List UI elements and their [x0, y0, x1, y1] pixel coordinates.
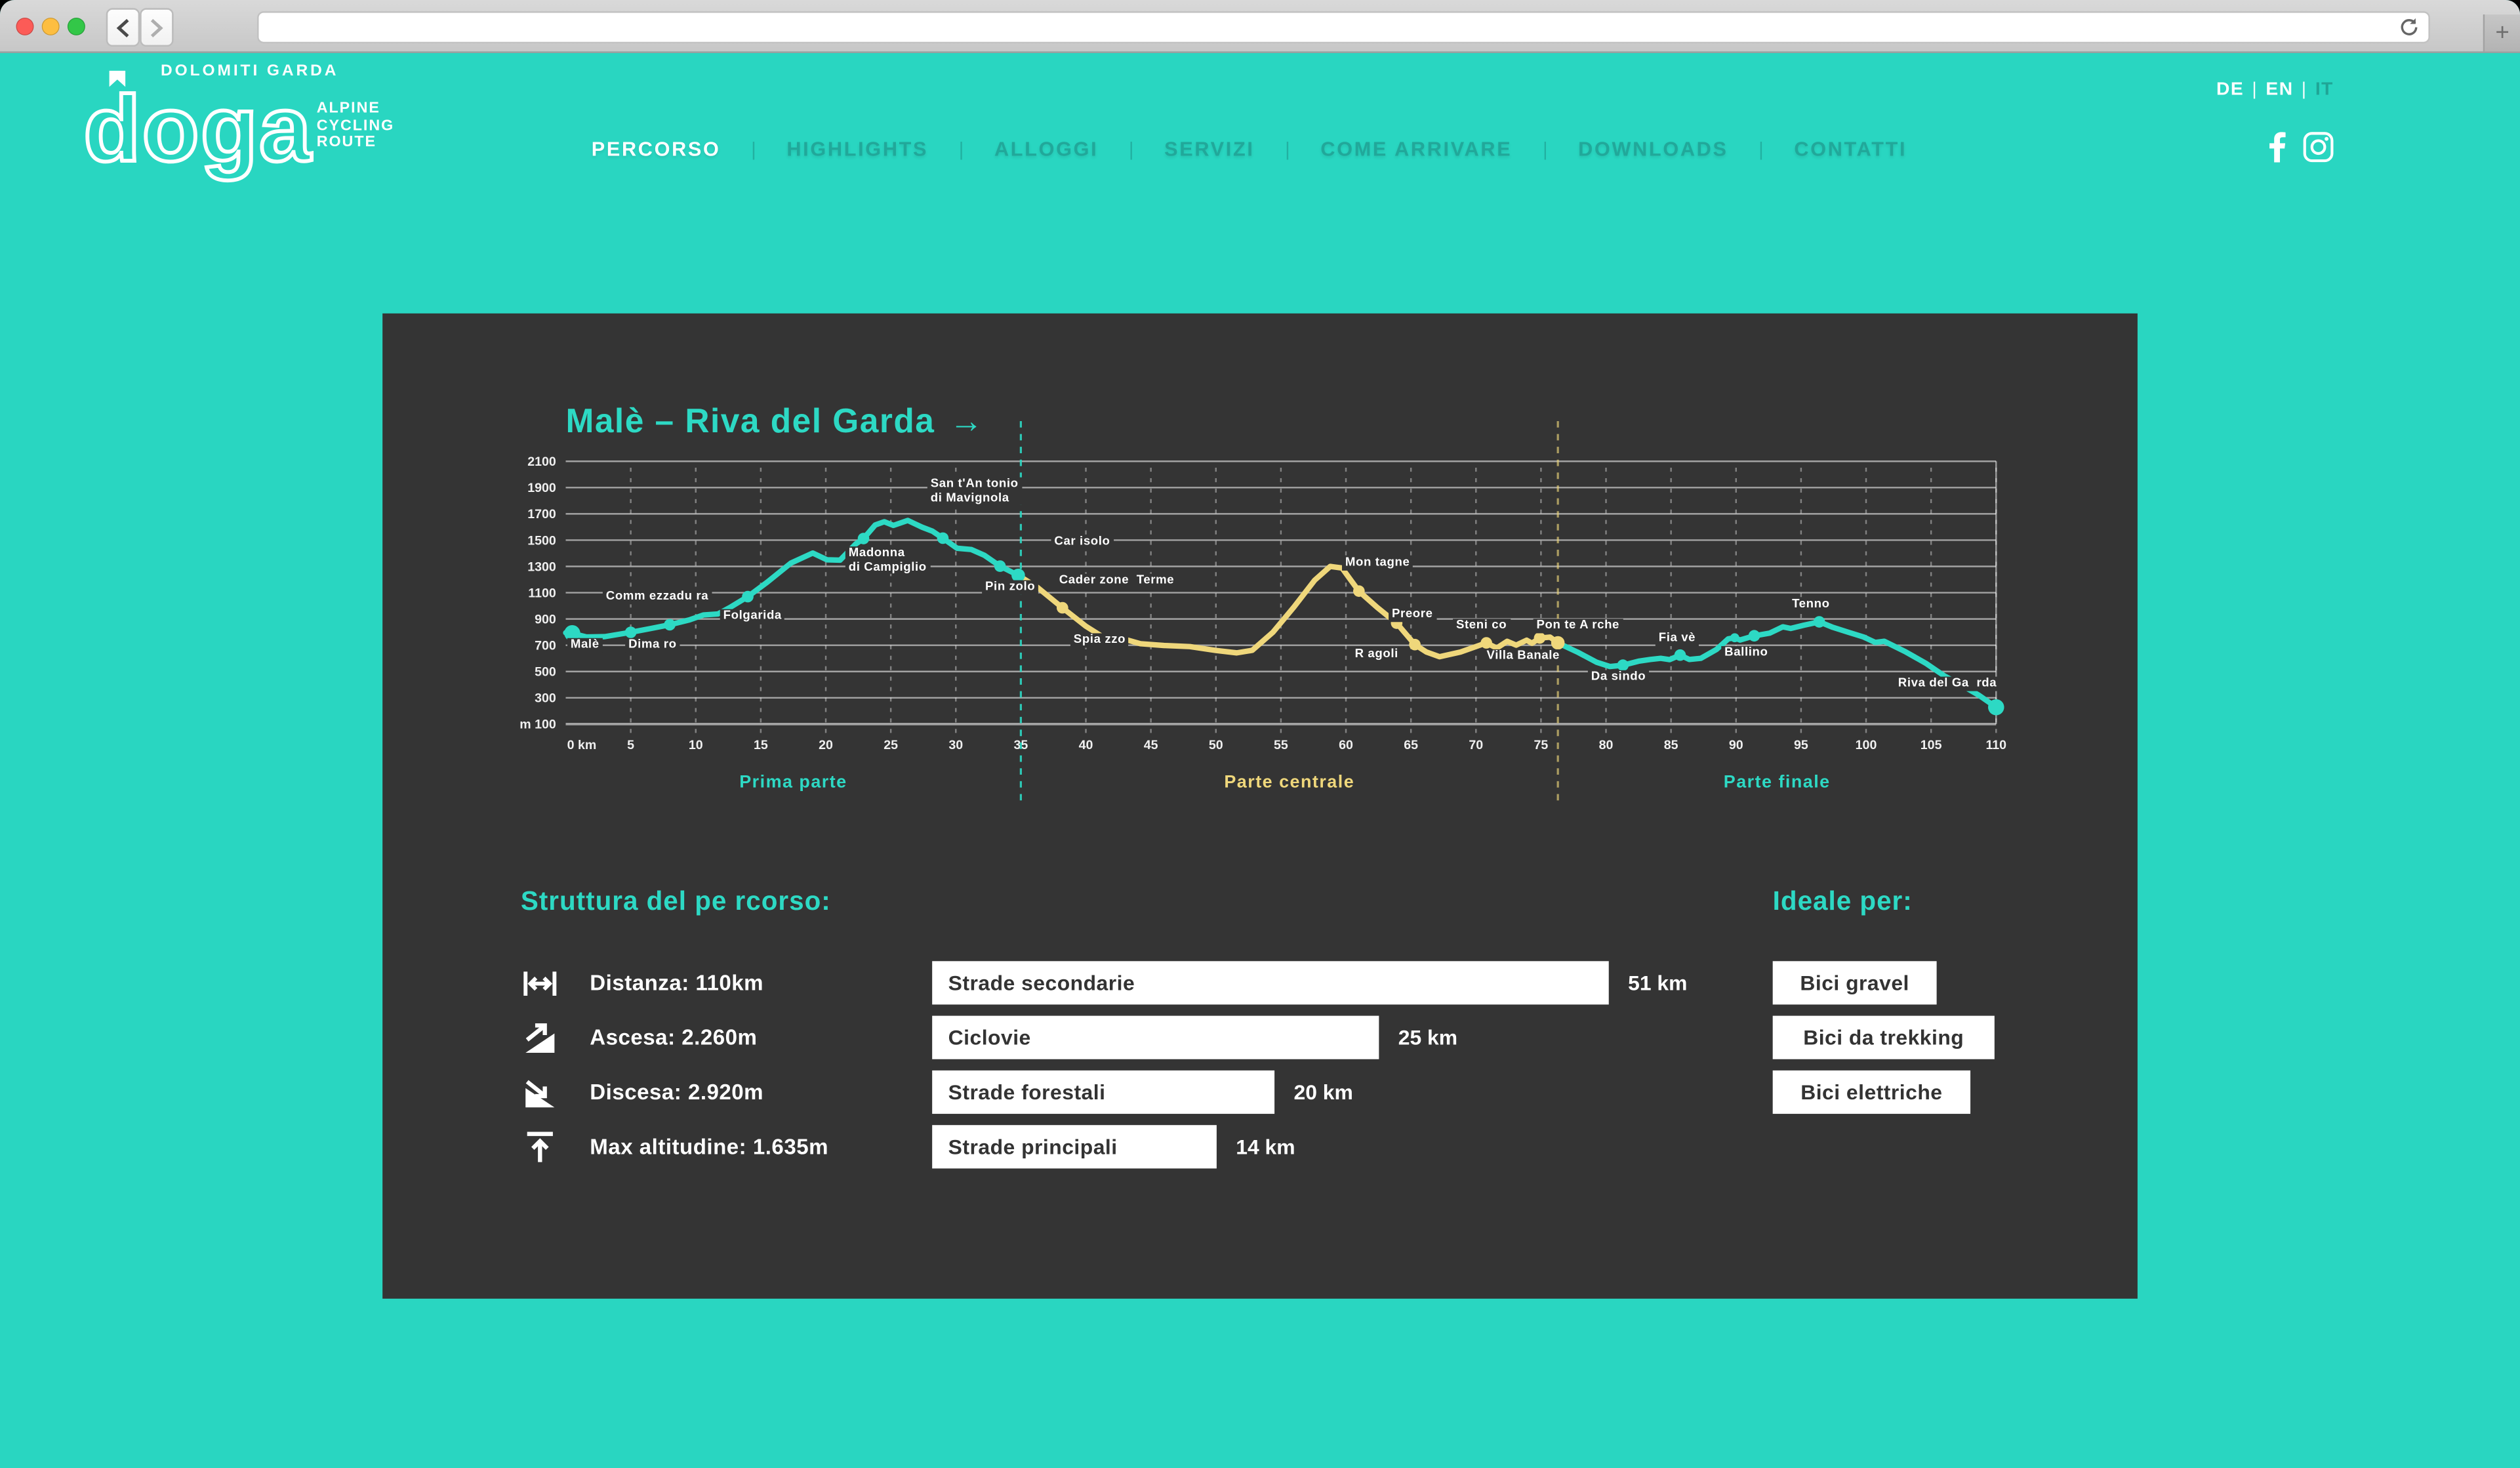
bike-chip-bici-elettriche[interactable]: Bici elettriche [1772, 1069, 1971, 1113]
nav-item-alloggi[interactable]: ALLOGGI [994, 138, 1099, 161]
surface-bar-label: Ciclovie [948, 1025, 1031, 1049]
nav-separator: | [751, 138, 756, 161]
surface-bar: Strade principali [932, 1124, 1217, 1168]
surface-bar-value: 51 km [1628, 969, 1688, 994]
surface-bar-label: Strade forestali [948, 1079, 1106, 1104]
nav-separator: | [1758, 138, 1764, 161]
facebook-icon[interactable] [2266, 132, 2287, 163]
lang-option-de[interactable]: DE [2216, 80, 2245, 100]
surface-bar-value: 14 km [1236, 1133, 1295, 1158]
nav-item-servizi[interactable]: SERVIZI [1164, 138, 1255, 161]
arrow-right-icon: → [949, 403, 985, 441]
stat-row: Max altitudine: 1.635m [521, 1124, 828, 1170]
window-close-button[interactable] [16, 16, 34, 35]
nav-item-come-arrivare[interactable]: COME ARRIVARE [1320, 138, 1513, 161]
chart-title: Malè – Riva del Garda → [566, 403, 985, 442]
stat-label: Max altitudine: 1.635m [590, 1134, 829, 1159]
nav-separator: | [1285, 138, 1290, 161]
surface-bar: Ciclovie [932, 1015, 1379, 1059]
chevron-left-icon [116, 18, 129, 37]
distance-icon [523, 970, 557, 995]
nav-separator: | [958, 138, 964, 161]
descent-icon [525, 1079, 555, 1107]
stat-row: Discesa: 2.920m [521, 1070, 763, 1115]
stat-label: Discesa: 2.920m [590, 1080, 764, 1105]
stat-row: Distanza: 110km [521, 960, 763, 1006]
stat-label: Distanza: 110km [590, 970, 764, 995]
nav-separator: | [1542, 138, 1548, 161]
new-tab-button[interactable]: + [2483, 14, 2520, 51]
window-minimize-button[interactable] [41, 16, 60, 35]
bike-chip-bici-gravel[interactable]: Bici gravel [1772, 960, 1937, 1004]
chart-title-text: Malè – Riva del Garda [565, 403, 935, 441]
lang-option-it[interactable]: IT [2315, 80, 2334, 100]
social-links [2266, 132, 2334, 163]
nav-item-downloads[interactable]: DOWNLOADS [1578, 138, 1728, 161]
bike-chip-bici-da-trekking[interactable]: Bici da trekking [1772, 1015, 1995, 1059]
nav-item-contatti[interactable]: CONTATTI [1794, 138, 1907, 161]
stat-label: Ascesa: 2.260m [590, 1025, 758, 1050]
nav-item-highlights[interactable]: HIGHLIGHTS [786, 138, 929, 161]
instagram-icon[interactable] [2303, 132, 2334, 163]
surface-bar-label: Strade principali [948, 1133, 1118, 1158]
struttura-heading: Struttura del pe rcorso: [520, 887, 831, 916]
url-input[interactable] [257, 10, 2430, 44]
browser-toolbar: + [0, 0, 2520, 52]
lang-option-en[interactable]: EN [2266, 80, 2294, 100]
window-maximize-button[interactable] [67, 16, 85, 35]
stat-row: Ascesa: 2.260m [521, 1015, 758, 1060]
forward-button[interactable] [138, 8, 174, 47]
chevron-right-icon [150, 18, 163, 37]
logo-right-line: ALPINE [316, 99, 380, 117]
back-button[interactable] [105, 8, 140, 47]
surface-bar-value: 25 km [1398, 1025, 1458, 1049]
lang-separator: | [2252, 80, 2258, 100]
logo-right-line: ROUTE [316, 133, 376, 152]
nav-item-percorso[interactable]: PERCORSO [591, 138, 721, 161]
language-switcher: DE | EN | IT [2216, 81, 2334, 100]
route-card [382, 313, 2138, 1299]
surface-bar: Strade secondarie [932, 960, 1609, 1004]
doga-logo[interactable]: doga [81, 68, 325, 196]
ascent-icon [525, 1022, 555, 1052]
ideale-heading: Ideale per: [1772, 887, 1913, 916]
max-altitude-icon [527, 1131, 553, 1162]
surface-bar: Strade forestali [932, 1069, 1275, 1113]
nav-separator: | [1128, 138, 1134, 161]
logo-word-text: doga [83, 77, 312, 181]
lang-separator: | [2301, 80, 2307, 100]
logo-text-alpine-cycling-route: ALPINE CYCLING ROUTE [316, 99, 395, 152]
logo-text-dolomiti-garda: DOLOMITI GARDA [161, 62, 339, 81]
surface-bar-value: 20 km [1293, 1079, 1353, 1104]
surface-bar-label: Strade secondarie [948, 969, 1135, 994]
logo-flag-icon [109, 70, 126, 87]
logo-right-line: CYCLING [316, 116, 395, 134]
main-nav: PERCORSO | HIGHLIGHTS | ALLOGGI | SERVIZI | COME… [592, 138, 1907, 161]
reload-icon[interactable] [2398, 15, 2420, 37]
